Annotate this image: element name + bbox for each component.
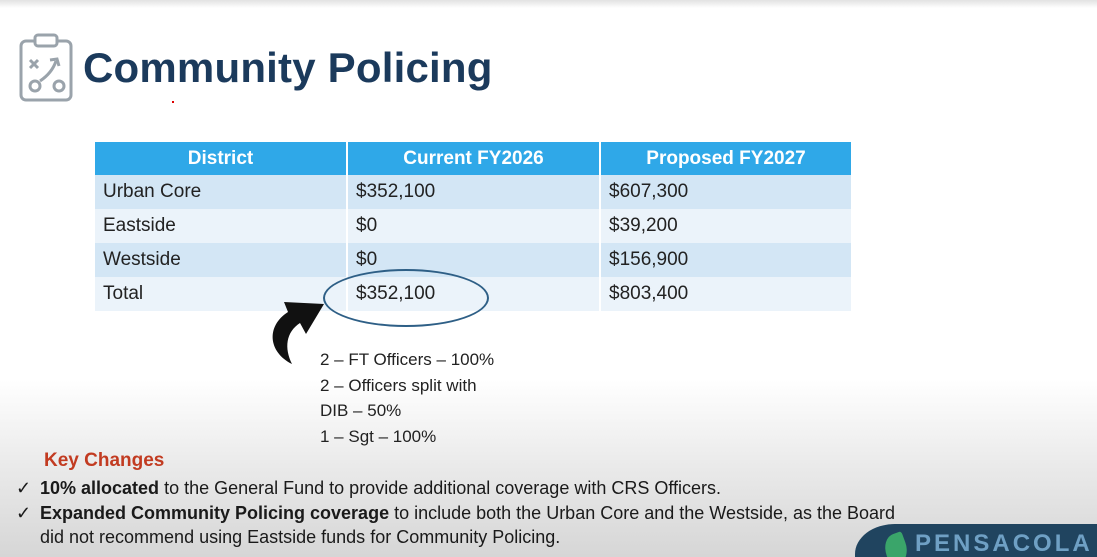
note-line: 2 – Officers split with xyxy=(320,375,477,395)
curved-arrow-icon xyxy=(272,302,324,364)
key-change-text: to include both the Urban Core and the W… xyxy=(389,503,896,523)
note-line: 2 – FT Officers – 100% xyxy=(320,350,495,369)
table-row: Eastside $0 $39,200 xyxy=(95,209,851,243)
cell-current: $0 xyxy=(347,243,601,277)
officer-notes: 2 – FT Officers – 100% 2 – Officers spli… xyxy=(320,347,494,449)
cell-current: $0 xyxy=(347,209,601,243)
note-line: 1 – Sgt – 100% xyxy=(320,426,437,446)
table-header-row: District Current FY2026 Proposed FY2027 xyxy=(95,142,851,175)
key-change-item: ✓ Expanded Community Policing coverage to… xyxy=(16,501,956,549)
header-current-fy2026: Current FY2026 xyxy=(347,142,601,175)
checkmark-icon: ✓ xyxy=(16,503,32,523)
key-change-item: ✓ 10% allocated to the General Fund to pr… xyxy=(16,476,721,500)
key-change-text: to the General Fund to provide additiona… xyxy=(159,478,722,498)
note-line: DIB – 50% xyxy=(320,401,402,420)
cell-district: Urban Core xyxy=(95,175,348,209)
key-change-bold: 10% allocated xyxy=(40,478,160,498)
red-dot-mark xyxy=(172,101,174,103)
page-title: Community Policing xyxy=(83,44,493,91)
table-row: Westside $0 $156,900 xyxy=(95,243,851,277)
cell-proposed: $156,900 xyxy=(600,243,851,277)
top-band xyxy=(0,0,1097,8)
leaf-icon xyxy=(880,531,912,557)
header-proposed-fy2027: Proposed FY2027 xyxy=(600,142,851,175)
cell-proposed: $803,400 xyxy=(600,277,851,311)
key-change-text-line2: did not recommend using Eastside funds f… xyxy=(40,527,561,547)
budget-table: District Current FY2026 Proposed FY2027 … xyxy=(95,142,851,311)
cell-district: Eastside xyxy=(95,209,348,243)
checkmark-icon: ✓ xyxy=(16,478,32,498)
highlight-ellipse xyxy=(323,269,489,327)
header-district: District xyxy=(95,142,348,175)
key-changes-title: Key Changes xyxy=(44,450,165,471)
strategy-clipboard-icon xyxy=(19,33,73,102)
brand-logo: PENSACOLA xyxy=(855,524,1097,557)
key-change-bold: Expanded Community Policing coverage xyxy=(40,503,390,523)
cell-proposed: $39,200 xyxy=(600,209,851,243)
cell-district: Westside xyxy=(95,243,348,277)
cell-proposed: $607,300 xyxy=(600,175,851,209)
table-row: Urban Core $352,100 $607,300 xyxy=(95,175,851,209)
cell-current: $352,100 xyxy=(347,175,601,209)
brand-text: PENSACOLA xyxy=(915,530,1093,557)
